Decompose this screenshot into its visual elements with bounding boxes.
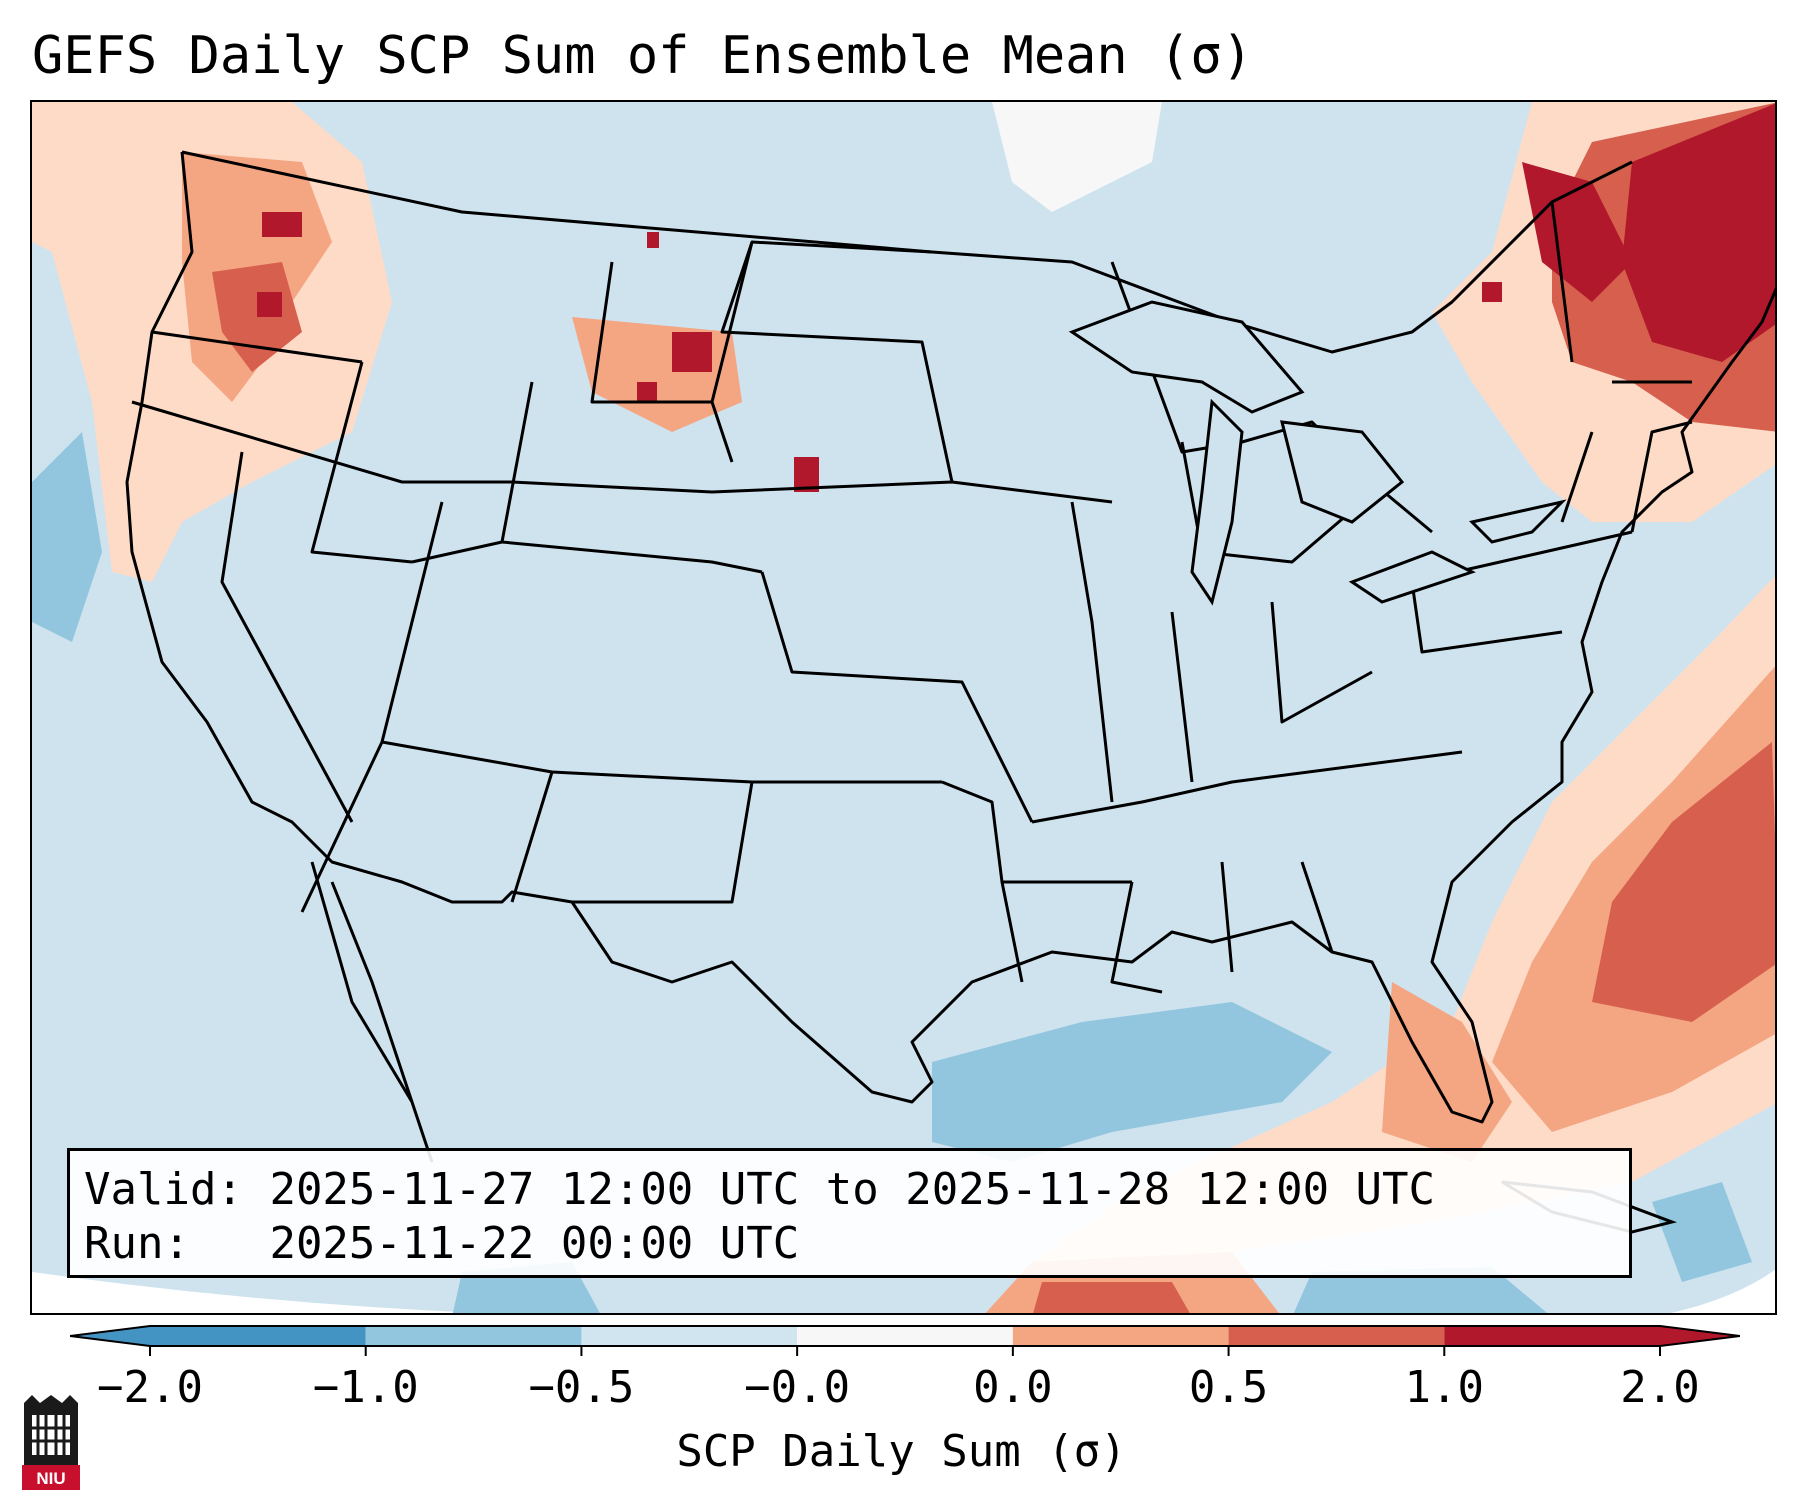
colorbar-segment <box>797 1326 1013 1346</box>
colorbar-tick-label: −0.5 <box>528 1362 635 1413</box>
colorbar-segment <box>150 1326 366 1346</box>
colorbar-tick-label: −1.0 <box>312 1362 419 1413</box>
colorbar-tick-label: 0.0 <box>973 1362 1053 1413</box>
valid-time-range: 2025-11-27 12:00 UTC to 2025-11-28 12:00… <box>269 1164 1436 1215</box>
colorbar-segment <box>365 1326 582 1346</box>
niu-logo: NIU <box>22 1395 80 1490</box>
colorbar-segment <box>1228 1326 1445 1346</box>
run-time: 2025-11-22 00:00 UTC <box>269 1218 800 1269</box>
projection-edge-right <box>1671 1269 1775 1313</box>
logo-banner <box>22 1465 80 1490</box>
run-label: Run: <box>84 1218 190 1269</box>
colorbar-segment <box>1444 1326 1660 1346</box>
valid-run-info-box: Valid: 2025-11-27 12:00 UTC to 2025-11-2… <box>67 1148 1632 1278</box>
colorbar-extend-high <box>1660 1326 1740 1346</box>
colorbar-tick-label: −0.0 <box>744 1362 851 1413</box>
map-title: GEFS Daily SCP Sum of Ensemble Mean (σ) <box>32 26 1253 86</box>
map-panel <box>30 100 1777 1315</box>
logo-text: NIU <box>36 1469 65 1488</box>
colorbar-tick-label: 1.0 <box>1404 1362 1485 1413</box>
great-lakes <box>1068 300 1567 606</box>
logo-grid <box>32 1415 70 1455</box>
colorbar-segment <box>581 1326 798 1346</box>
anomaly-shading <box>32 102 1775 1313</box>
colorbar-tick-label: 2.0 <box>1620 1362 1700 1413</box>
colorbar-extend-low <box>70 1326 150 1346</box>
logo-crenellation <box>24 1395 78 1403</box>
colorbar <box>70 1325 1740 1356</box>
colorbar-tick-label: −2.0 <box>97 1362 203 1413</box>
map-canvas <box>32 102 1775 1313</box>
projection-edge <box>32 1272 481 1313</box>
colorbar-segment <box>1012 1326 1229 1346</box>
colorbar-tick-label: 0.5 <box>1188 1362 1269 1413</box>
colorbar-label: SCP Daily Sum (σ) <box>676 1426 1127 1477</box>
state-borders <box>125 150 1775 1124</box>
valid-label: Valid: <box>84 1164 243 1215</box>
